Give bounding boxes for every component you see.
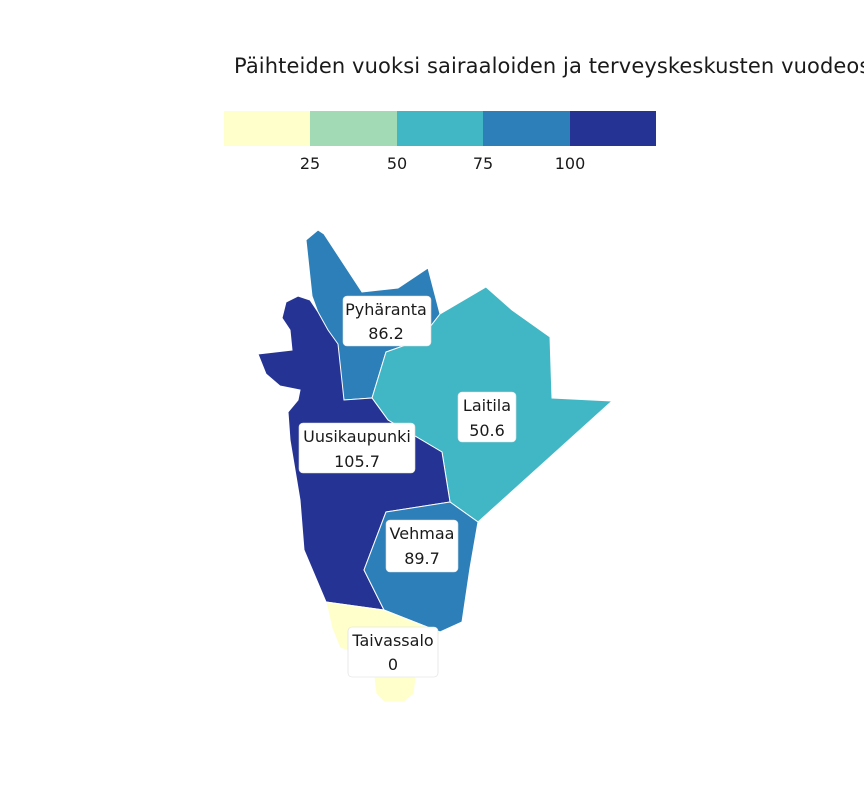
label-pyharanta: Pyhäranta 86.2 bbox=[342, 295, 432, 347]
legend-swatch-5 bbox=[569, 111, 657, 146]
legend-swatch-3 bbox=[396, 111, 484, 146]
region-name: Uusikaupunki bbox=[303, 427, 411, 446]
region-value: 50.6 bbox=[469, 421, 505, 440]
region-name: Laitila bbox=[463, 396, 511, 415]
region-value: 89.7 bbox=[404, 549, 440, 568]
legend-tick: 50 bbox=[386, 154, 408, 173]
region-name: Vehmaa bbox=[390, 524, 455, 543]
region-value: 86.2 bbox=[368, 324, 404, 343]
legend-ticks: 25 50 75 100 bbox=[224, 154, 656, 176]
region-value: 0 bbox=[388, 655, 398, 674]
label-vehmaa: Vehmaa 89.7 bbox=[385, 519, 459, 573]
region-taivassalo-island[interactable] bbox=[373, 676, 417, 703]
label-uusikaupunki: Uusikaupunki 105.7 bbox=[298, 422, 416, 474]
region-name: Pyhäranta bbox=[345, 300, 427, 319]
label-taivassalo: Taivassalo 0 bbox=[347, 626, 439, 678]
label-laitila: Laitila 50.6 bbox=[457, 391, 517, 443]
label-box bbox=[298, 422, 416, 474]
label-box bbox=[342, 295, 432, 347]
legend-tick: 25 bbox=[299, 154, 321, 173]
label-box bbox=[347, 626, 439, 678]
color-legend bbox=[224, 111, 657, 146]
legend-tick: 100 bbox=[554, 154, 586, 173]
legend-swatch-1 bbox=[224, 111, 311, 146]
label-box bbox=[457, 391, 517, 443]
region-name: Taivassalo bbox=[351, 631, 433, 650]
legend-tick: 75 bbox=[472, 154, 494, 173]
region-value: 105.7 bbox=[334, 452, 380, 471]
label-box bbox=[385, 519, 459, 573]
legend-swatch-4 bbox=[483, 111, 570, 146]
legend-swatch-2 bbox=[310, 111, 397, 146]
map-title: Päihteiden vuoksi sairaaloiden ja tervey… bbox=[234, 54, 864, 78]
